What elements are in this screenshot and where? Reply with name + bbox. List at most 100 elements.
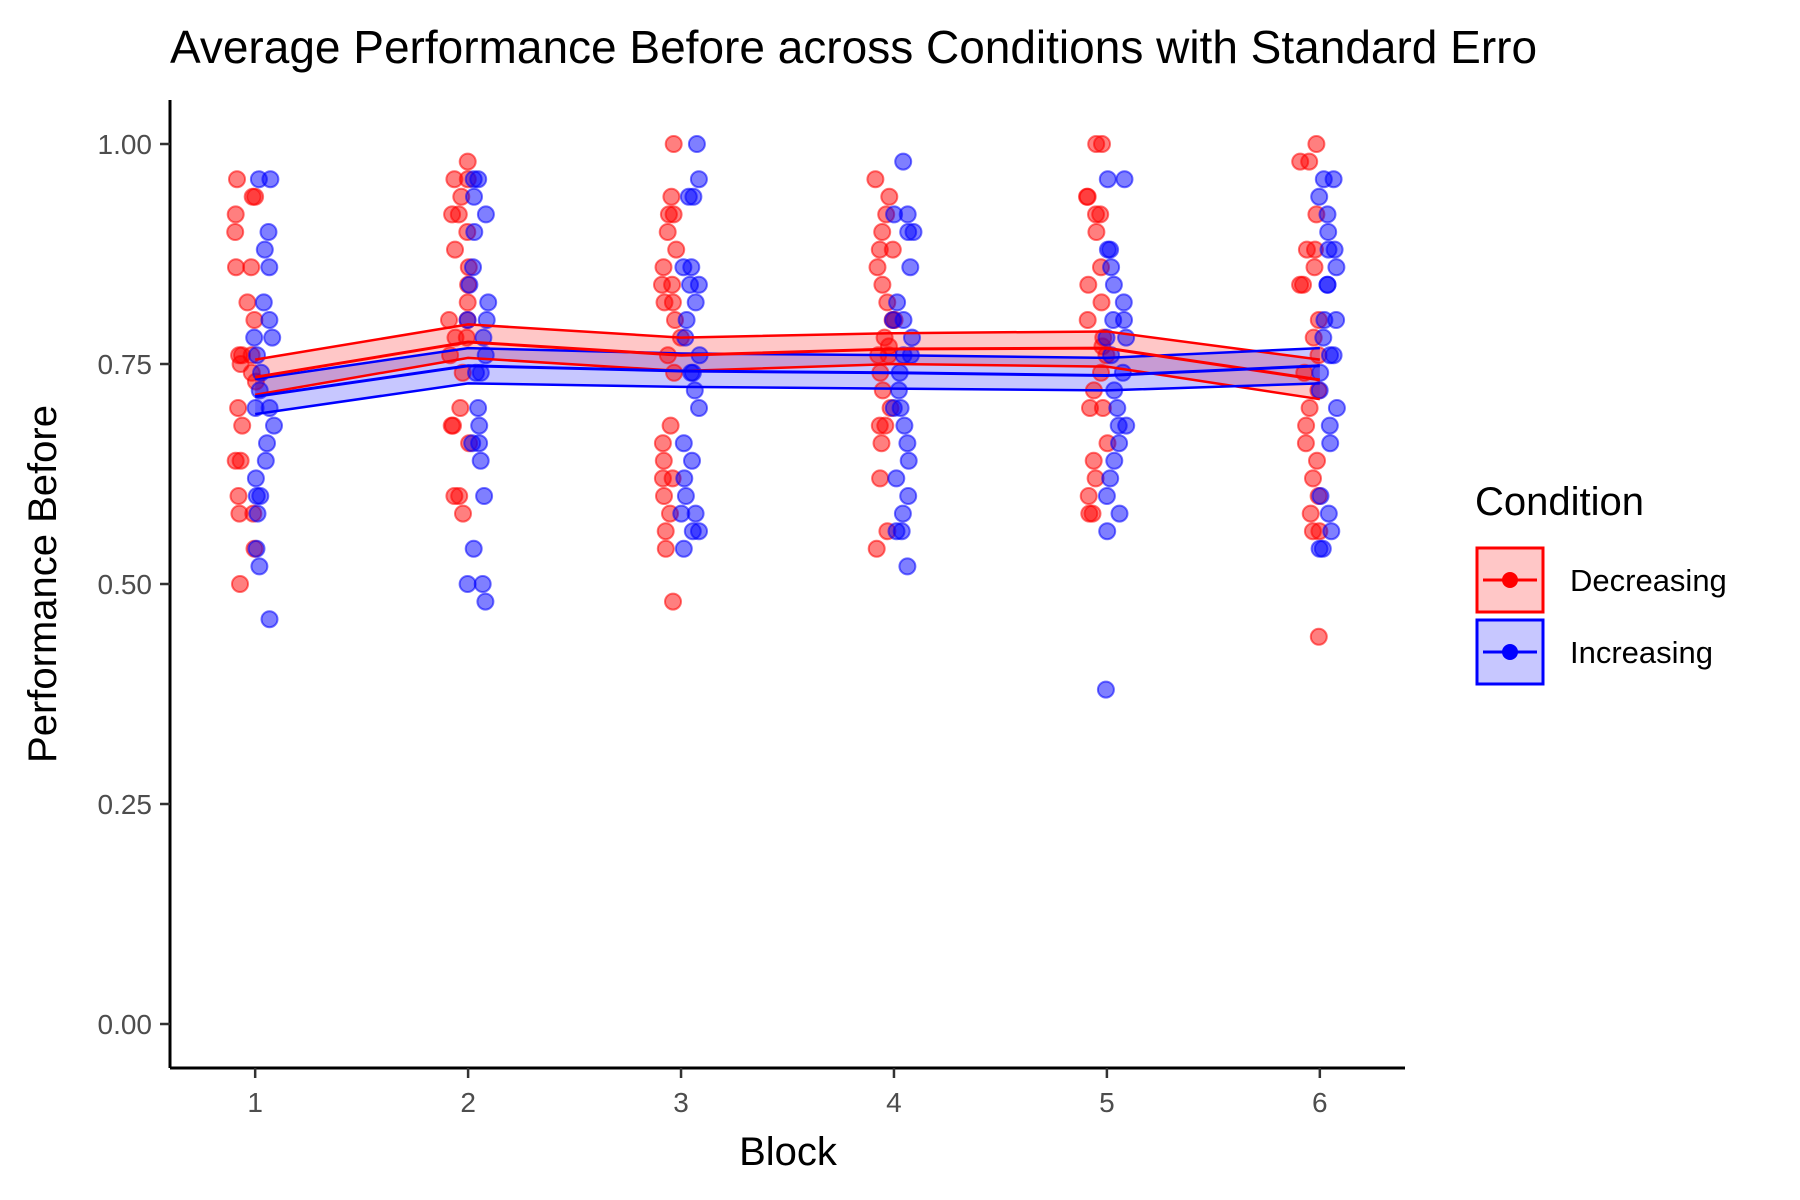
legend-label-decreasing: Decreasing [1570, 563, 1727, 598]
point-decreasing-block4-1 [880, 187, 899, 206]
point-increasing-block1-1 [261, 170, 280, 189]
point-increasing-block1-20 [248, 504, 267, 523]
point-increasing-block6-17 [1327, 399, 1346, 417]
point-decreasing-block3-17 [654, 451, 673, 470]
point-decreasing-block4-23 [867, 539, 886, 558]
point-increasing-block6-15 [1311, 363, 1330, 382]
point-increasing-block6-24 [1313, 539, 1332, 558]
point-decreasing-block1-2 [246, 187, 265, 206]
point-increasing-block3-15 [690, 399, 708, 417]
point-decreasing-block4-21 [871, 469, 890, 488]
y-tick-label-0.75: 0.75 [98, 349, 153, 380]
point-increasing-block2-5 [464, 258, 482, 277]
point-increasing-block4-19 [887, 469, 906, 488]
point-decreasing-block6-5 [1297, 240, 1316, 259]
point-increasing-block1-23 [260, 610, 279, 629]
point-decreasing-block3-0 [664, 135, 683, 153]
point-decreasing-block2-5 [443, 205, 462, 224]
point-decreasing-block2-10 [458, 293, 477, 312]
point-increasing-block1-13 [246, 399, 265, 417]
point-increasing-block4-5 [901, 258, 920, 277]
point-increasing-block5-22 [1098, 522, 1117, 541]
point-increasing-block3-5 [682, 258, 701, 277]
point-increasing-block5-3 [1098, 240, 1117, 259]
point-decreasing-block1-8 [245, 311, 264, 329]
point-decreasing-block3-20 [655, 487, 673, 505]
point-increasing-block3-0 [687, 135, 706, 153]
point-decreasing-block1-0 [228, 170, 246, 189]
point-increasing-block3-8 [686, 293, 705, 312]
point-increasing-block6-20 [1311, 487, 1330, 505]
point-decreasing-block3-15 [661, 416, 680, 435]
point-decreasing-block4-3 [873, 223, 892, 241]
point-decreasing-block6-16 [1296, 434, 1315, 453]
point-increasing-block1-17 [246, 469, 265, 488]
point-decreasing-block5-5 [1091, 205, 1110, 224]
point-increasing-block3-7 [681, 275, 699, 294]
point-increasing-block4-0 [894, 152, 913, 171]
legend-key-point-increasing [1502, 644, 1518, 660]
x-axis-title: Block [739, 1130, 838, 1174]
point-increasing-block5-20 [1097, 487, 1116, 505]
point-decreasing-block3-8 [653, 275, 671, 294]
point-decreasing-block4-16 [873, 381, 892, 400]
point-increasing-block5-5 [1104, 275, 1123, 294]
point-decreasing-block5-21 [1079, 487, 1098, 505]
point-increasing-block6-1 [1324, 170, 1343, 189]
point-increasing-block2-3 [476, 205, 495, 224]
point-increasing-block5-16 [1109, 416, 1128, 435]
point-increasing-block3-3 [684, 187, 703, 206]
point-increasing-block6-3 [1318, 205, 1337, 224]
point-decreasing-block1-6 [242, 258, 261, 277]
point-increasing-block4-21 [893, 504, 912, 523]
x-tick-label-6: 6 [1312, 1087, 1328, 1118]
point-increasing-block1-6 [260, 311, 279, 329]
ribbon-edge-upper-increasing [254, 346, 1320, 381]
point-increasing-block4-23 [892, 522, 911, 541]
point-decreasing-block4-20 [872, 434, 891, 453]
point-decreasing-block6-2 [1300, 152, 1319, 171]
point-decreasing-block1-7 [238, 293, 257, 312]
point-decreasing-block4-5 [883, 240, 902, 259]
point-decreasing-block3-3 [664, 205, 683, 224]
point-increasing-block4-4 [899, 223, 918, 241]
mean-line-decreasing [254, 340, 1321, 382]
point-decreasing-block3-4 [658, 223, 677, 241]
point-increasing-block6-12 [1314, 328, 1333, 347]
point-increasing-block4-17 [898, 434, 917, 453]
chart-title: Average Performance Before across Condit… [170, 21, 1537, 73]
point-increasing-block1-21 [247, 539, 266, 558]
ribbon-increasing [255, 348, 1320, 415]
point-decreasing-block1-18 [231, 451, 250, 470]
point-increasing-block2-22 [458, 575, 477, 593]
point-increasing-block5-14 [1108, 399, 1127, 417]
point-increasing-block4-24 [898, 557, 917, 576]
point-increasing-block3-13 [682, 363, 701, 382]
point-increasing-block5-23 [1096, 680, 1115, 699]
point-increasing-block5-21 [1110, 504, 1129, 523]
point-decreasing-block2-7 [446, 240, 464, 259]
point-increasing-block2-19 [475, 487, 494, 505]
point-decreasing-block4-0 [866, 170, 885, 189]
point-increasing-block1-19 [251, 487, 270, 505]
point-decreasing-block6-23 [1309, 627, 1328, 646]
x-tick-label-5: 5 [1099, 1087, 1115, 1118]
point-increasing-block4-16 [895, 416, 914, 435]
point-increasing-block5-17 [1110, 434, 1129, 453]
point-decreasing-block5-8 [1079, 275, 1098, 294]
point-increasing-block2-18 [471, 451, 490, 470]
point-increasing-block1-3 [255, 240, 274, 259]
point-increasing-block3-21 [672, 504, 691, 523]
point-increasing-block2-17 [470, 434, 489, 453]
point-decreasing-block2-2 [445, 170, 464, 189]
point-increasing-block4-18 [899, 451, 918, 470]
point-decreasing-block6-17 [1308, 451, 1326, 470]
point-increasing-block3-19 [676, 487, 695, 505]
legend-label-increasing: Increasing [1570, 635, 1713, 670]
y-tick-label-0.25: 0.25 [98, 789, 153, 820]
point-increasing-block6-7 [1327, 258, 1346, 277]
legend: Condition Decreasing Increasing [1475, 480, 1727, 686]
legend-key-point-decreasing [1502, 572, 1518, 588]
point-decreasing-block2-0 [458, 152, 477, 171]
